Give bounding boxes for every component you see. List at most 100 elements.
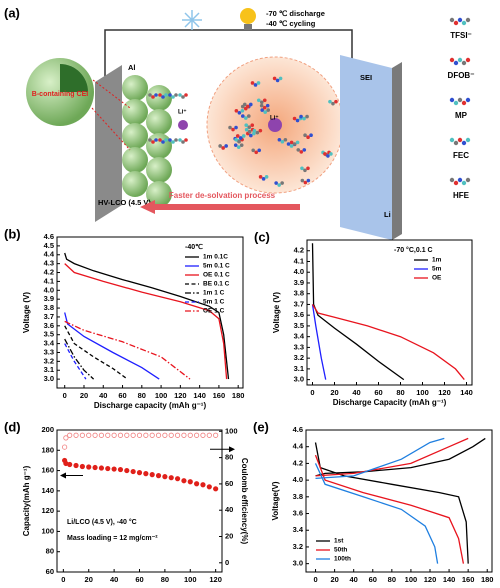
point <box>63 435 69 441</box>
legend-title: -40℃ <box>185 243 203 251</box>
atom <box>303 133 307 138</box>
legend-label: 50th <box>334 547 347 554</box>
circuit <box>104 29 353 80</box>
plot-frame <box>56 236 244 389</box>
line <box>64 343 87 380</box>
y-tick-label: 3.7 <box>44 312 54 321</box>
point <box>73 462 79 469</box>
x-tick-label: 60 <box>374 388 382 397</box>
atom <box>181 140 185 144</box>
x-tick-label: 120 <box>209 575 222 584</box>
condition: -70 ℃ discharge <box>266 9 325 18</box>
atom <box>171 140 175 144</box>
legend-label: BE 0.1 C <box>203 281 230 288</box>
atom <box>256 98 261 103</box>
point <box>194 481 200 487</box>
legend-label: OE <box>432 275 442 282</box>
y-tick-label: 3.9 <box>294 278 304 287</box>
atom <box>258 175 263 179</box>
atom <box>278 76 283 81</box>
bulb-base <box>244 24 252 30</box>
atom <box>292 116 297 121</box>
atom <box>244 123 249 128</box>
atom <box>251 148 256 153</box>
particle <box>146 85 172 111</box>
x-tick-label: 140 <box>443 575 456 584</box>
species-label: HFE <box>453 191 470 200</box>
atom <box>266 108 271 112</box>
y-tick-label: 3.6 <box>294 310 304 319</box>
atom <box>274 181 278 185</box>
legend-title: -70 °C,0.1 C <box>394 246 433 254</box>
atom <box>277 183 281 187</box>
x-tick-label: 60 <box>118 391 126 400</box>
atom <box>272 76 277 81</box>
arrow <box>140 200 300 214</box>
particle <box>122 147 148 173</box>
li-ion <box>268 118 282 132</box>
particle <box>122 99 148 125</box>
atom <box>247 125 252 130</box>
y-tick-label: 3.2 <box>44 356 54 365</box>
point <box>187 432 193 438</box>
y-tick-label: 3.2 <box>294 353 304 362</box>
y-tick-label: 4.2 <box>293 458 303 467</box>
atom <box>295 118 300 123</box>
species-label: DFOB⁻ <box>448 71 475 80</box>
atom <box>161 140 165 144</box>
y-tick-label: 4.6 <box>44 232 54 241</box>
y-tick-label: 4.2 <box>44 268 54 277</box>
y-tick-label: 160 <box>41 466 54 475</box>
atom <box>241 134 246 138</box>
atom <box>248 102 253 107</box>
atom <box>264 175 269 179</box>
point <box>181 432 187 438</box>
y2-tick-label: 40 <box>225 505 233 514</box>
legend-label: 5m 1 C <box>203 299 225 306</box>
point <box>79 432 85 438</box>
atom <box>154 138 158 142</box>
annotation: Mass loading = 12 mg/cm⁻² <box>67 535 158 542</box>
y-tick-label: 3.0 <box>294 375 304 384</box>
condition: -40 ℃ cycling <box>266 19 316 28</box>
atom <box>178 138 182 142</box>
schematic: (a) -70 ℃ discharge -40 ℃ cycling Al B-c… <box>4 5 474 240</box>
line <box>64 252 230 380</box>
atom <box>261 177 266 181</box>
atom <box>300 178 305 183</box>
y-tick-label: 3.6 <box>293 509 303 518</box>
y-tick-label: 4.2 <box>294 246 304 255</box>
y-tick-label: 4.6 <box>293 425 303 434</box>
atom <box>260 108 265 112</box>
y2-tick-label: 100 <box>225 426 238 435</box>
point <box>111 466 117 472</box>
x-tick-label: 20 <box>330 388 338 397</box>
species-label: FEC <box>453 151 469 160</box>
atom <box>239 143 244 147</box>
y-tick-label: 120 <box>41 506 54 515</box>
point <box>143 432 149 438</box>
cathode-label: HV-LCO (4.5 V) <box>98 198 151 207</box>
x-tick-label: 60 <box>135 575 143 584</box>
y-tick-label: 3.3 <box>44 347 54 356</box>
atom <box>280 181 284 185</box>
plot-frame <box>56 429 223 573</box>
y-tick-label: 4.5 <box>44 241 54 250</box>
atom <box>231 127 235 132</box>
atom <box>224 144 228 148</box>
x-tick-label: 180 <box>481 575 494 584</box>
atom <box>168 93 172 97</box>
y-tick-label: 4.0 <box>294 267 304 276</box>
y-tick-label: 3.4 <box>293 525 304 534</box>
atom <box>240 108 245 113</box>
x-tick-label: 100 <box>184 575 197 584</box>
atom <box>233 143 238 147</box>
y-tick-label: 3.5 <box>294 321 304 330</box>
atom <box>154 93 158 97</box>
x-axis-label: Discharge Capacity (mAh g⁻¹) <box>333 398 447 407</box>
x-tick-label: 100 <box>405 575 418 584</box>
point <box>213 486 219 492</box>
atom <box>164 93 168 97</box>
atom <box>184 93 188 97</box>
